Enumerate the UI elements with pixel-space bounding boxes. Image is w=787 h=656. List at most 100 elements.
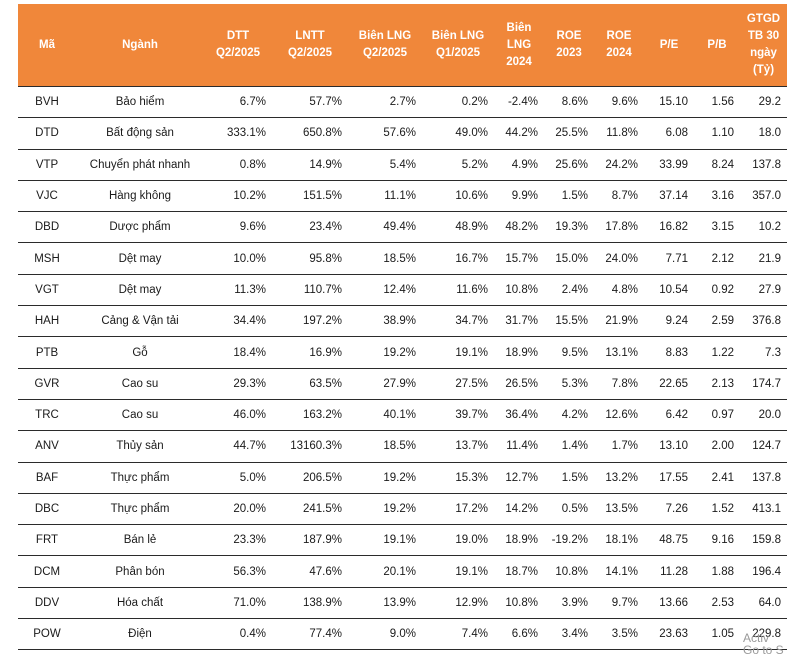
ticker-cell: VTP [18, 149, 76, 181]
sector-cell: Cảng & Vận tải [76, 305, 204, 338]
table-row: POW Điện 0.4% 77.4% 9.0% 7.4% 6.6% 3.4% 3.5% 23.6… [18, 618, 787, 651]
value-cell: 8.7% [594, 180, 644, 213]
value-cell: 413.1 [740, 493, 787, 526]
value-cell: 4.9% [494, 149, 544, 181]
ticker-cell: BVH [18, 85, 76, 119]
value-cell: 8.83 [644, 336, 694, 369]
value-cell: 8.6% [544, 85, 594, 119]
value-cell: 19.1% [422, 555, 494, 588]
ticker-cell: MSH [18, 242, 76, 275]
value-cell: 2.59 [694, 305, 740, 338]
table-row: BAF Thực phẩm 5.0% 206.5% 19.2% 15.3% 12.7% 1.5… [18, 462, 787, 494]
value-cell: 25.6% [544, 149, 594, 181]
value-cell: 20.0% [204, 493, 272, 526]
value-cell: 26.5% [494, 368, 544, 400]
ticker-cell: GVR [18, 368, 76, 400]
value-cell: 16.7% [422, 242, 494, 275]
value-cell: 10.2 [740, 211, 787, 244]
value-cell: 2.41 [694, 462, 740, 494]
value-cell: 4.8% [594, 274, 644, 307]
sector-cell: Dệt may [76, 242, 204, 275]
value-cell: 40.1% [348, 399, 422, 432]
sector-cell: Dược phẩm [76, 211, 204, 244]
value-cell: 18.1% [594, 524, 644, 557]
sector-cell: Hàng không [76, 180, 204, 213]
value-cell: 29.3% [204, 368, 272, 400]
value-cell: 16.9% [272, 336, 348, 369]
value-cell: 6.6% [494, 618, 544, 651]
value-cell: 57.7% [272, 85, 348, 119]
value-cell: 9.5% [544, 336, 594, 369]
value-cell: 38.9% [348, 305, 422, 338]
value-cell: 17.8% [594, 211, 644, 244]
value-cell: 12.6% [594, 399, 644, 432]
value-cell: 110.7% [272, 274, 348, 307]
value-cell: 16.82 [644, 211, 694, 244]
value-cell: 1.88 [694, 555, 740, 588]
sector-cell: Cao su [76, 368, 204, 400]
value-cell: 0.92 [694, 274, 740, 307]
value-cell: 137.8 [740, 462, 787, 494]
sector-cell: Hóa chất [76, 587, 204, 620]
value-cell: 2.13 [694, 368, 740, 400]
value-cell: 10.8% [494, 587, 544, 620]
value-cell: 333.1% [204, 117, 272, 150]
ticker-cell: DBD [18, 211, 76, 244]
value-cell: 21.9 [740, 242, 787, 275]
value-cell: 15.3% [422, 462, 494, 494]
table-row: DBD Dược phẩm 9.6% 23.4% 49.4% 48.9% 48.2% 19.3… [18, 211, 787, 244]
value-cell: 18.9% [494, 336, 544, 369]
value-cell: 64.0 [740, 587, 787, 620]
value-cell: 10.2% [204, 180, 272, 213]
value-cell: 5.0% [204, 462, 272, 494]
value-cell: 13.5% [594, 493, 644, 526]
value-cell: 7.26 [644, 493, 694, 526]
value-cell: 5.2% [422, 149, 494, 181]
value-cell: 11.8% [594, 117, 644, 150]
value-cell: 9.9% [494, 180, 544, 213]
value-cell: 1.5% [544, 462, 594, 494]
value-cell: 7.4% [422, 618, 494, 651]
ticker-cell: HAH [18, 305, 76, 338]
value-cell: 137.8 [740, 149, 787, 181]
sector-cell: Phân bón [76, 555, 204, 588]
value-cell: 376.8 [740, 305, 787, 338]
value-cell: 3.16 [694, 180, 740, 213]
table-row: DTD Bất động sản 333.1% 650.8% 57.6% 49.0% 44.… [18, 117, 787, 150]
ticker-cell: DTD [18, 117, 76, 150]
value-cell: 357.0 [740, 180, 787, 213]
header-pe: P/E [644, 4, 694, 87]
value-cell: 8.24 [694, 149, 740, 181]
watermark-line: Activ [743, 632, 770, 645]
value-cell: 23.4% [272, 211, 348, 244]
value-cell: 13.7% [422, 430, 494, 463]
value-cell: 6.42 [644, 399, 694, 432]
value-cell: 9.7% [594, 587, 644, 620]
header-bien-lng-2024: Biên LNG 2024 [494, 4, 544, 87]
table-row: BVH Bảo hiểm 6.7% 57.7% 2.7% 0.2% -2.4% 8.6% 9.6… [18, 85, 787, 119]
value-cell: 1.7% [594, 430, 644, 463]
value-cell: -2.4% [494, 85, 544, 119]
header-roe-2023: ROE 2023 [544, 4, 594, 87]
value-cell: 0.5% [544, 493, 594, 526]
ticker-cell: POW [18, 618, 76, 651]
value-cell: 2.12 [694, 242, 740, 275]
value-cell: 15.7% [494, 242, 544, 275]
value-cell: 13.9% [348, 587, 422, 620]
value-cell: 13.2% [594, 462, 644, 494]
value-cell: 196.4 [740, 555, 787, 588]
value-cell: 7.71 [644, 242, 694, 275]
value-cell: 44.2% [494, 117, 544, 150]
value-cell: 241.5% [272, 493, 348, 526]
value-cell: 23.3% [204, 524, 272, 557]
header-nganh: Ngành [76, 4, 204, 87]
table-row: VJC Hàng không 10.2% 151.5% 11.1% 10.6% 9.9% 1.… [18, 180, 787, 213]
value-cell: 2.53 [694, 587, 740, 620]
value-cell: 0.8% [204, 149, 272, 181]
value-cell: 5.4% [348, 149, 422, 181]
value-cell: 24.2% [594, 149, 644, 181]
value-cell: 20.1% [348, 555, 422, 588]
value-cell: 13.10 [644, 430, 694, 463]
value-cell: 11.1% [348, 180, 422, 213]
value-cell: 11.6% [422, 274, 494, 307]
